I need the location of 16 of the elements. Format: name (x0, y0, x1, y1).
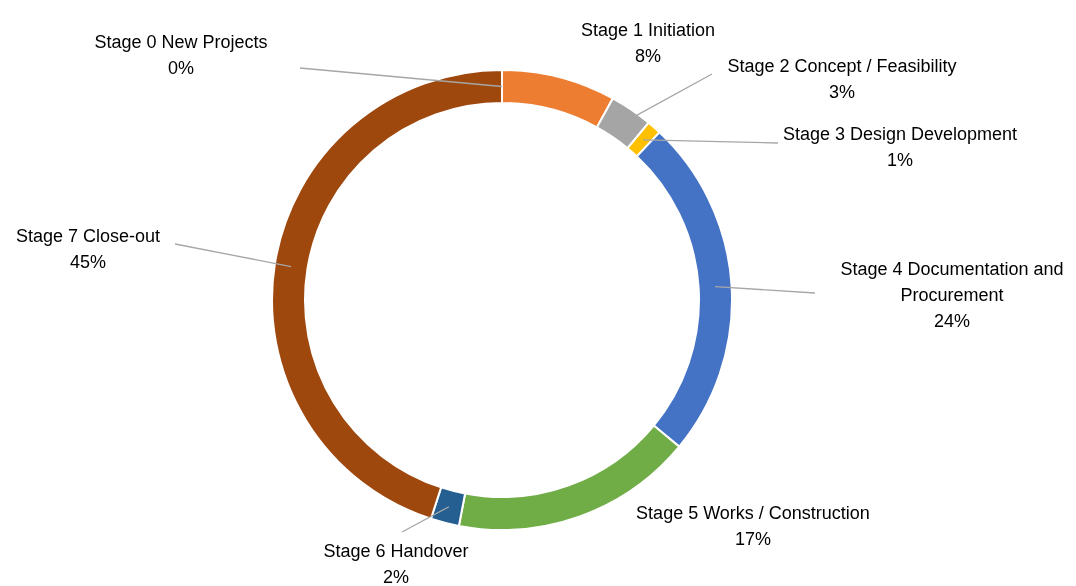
data-label: 17% (734, 529, 772, 549)
slice-label: Stage 3 Design Development (782, 124, 1018, 144)
slice-label: Stage 7 Close-out (15, 226, 161, 246)
slice-label: Stage 5 Works / Construction (636, 503, 870, 523)
data-label: 2% (382, 567, 410, 586)
data-label: 8% (634, 46, 662, 66)
category-label: Stage 0 New Projects (94, 32, 268, 52)
data-label: 1% (886, 150, 914, 170)
slice-label: Stage 1 Initiation (580, 20, 716, 40)
data-label: 24% (933, 311, 971, 331)
slice-label: Stage 4 Documentation and Procurement (840, 259, 1064, 305)
data-label: 45% (69, 252, 107, 272)
text: 0% (167, 58, 195, 78)
slice-label: Stage 2 Concept / Feasibility (727, 56, 957, 76)
data-label: 3% (828, 82, 856, 102)
slice-label: Stage 6 Handover (323, 541, 469, 561)
